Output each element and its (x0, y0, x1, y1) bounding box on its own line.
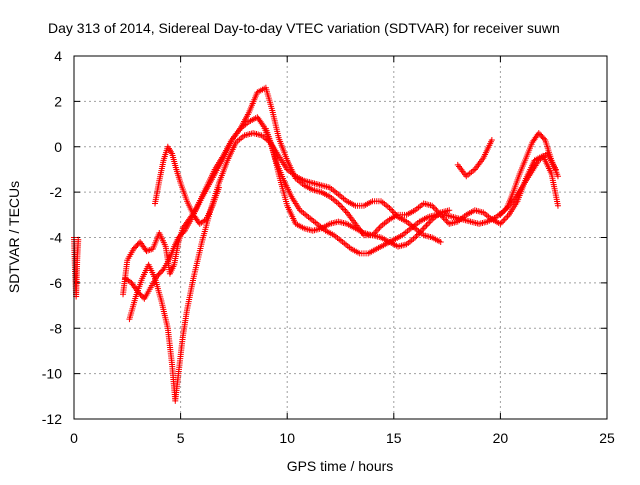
data-point (535, 130, 542, 137)
y-tick-label: -10 (42, 366, 62, 382)
chart-title: Day 313 of 2014, Sidereal Day-to-day VTE… (48, 20, 560, 36)
x-tick-label: 25 (599, 430, 615, 446)
data-point (138, 293, 145, 300)
x-axis-label: GPS time / hours (287, 458, 394, 474)
y-tick-label: -4 (50, 230, 63, 246)
data-series-trace-5 (152, 143, 222, 227)
data-point (424, 220, 431, 227)
plot-frame (73, 55, 608, 420)
x-tick-label: 10 (279, 430, 295, 446)
data-point (133, 243, 140, 250)
data-point (537, 131, 544, 138)
data-point (432, 205, 439, 212)
data-point (376, 224, 383, 231)
data-series-trace-7 (454, 136, 495, 180)
data-point (215, 184, 222, 191)
data-point (180, 229, 187, 236)
data-point (437, 239, 444, 246)
data-series-trace-6 (262, 125, 453, 250)
data-point (338, 203, 345, 210)
data-point (503, 214, 510, 221)
data-point (131, 244, 138, 251)
data-point (501, 216, 508, 223)
data-point (175, 234, 182, 241)
data-point (488, 136, 495, 143)
data-point (498, 210, 505, 217)
data-point (159, 267, 166, 274)
y-tick-label: -2 (50, 184, 63, 200)
data-point (75, 236, 82, 243)
data-point (540, 135, 547, 142)
data-point (176, 233, 183, 240)
data-point (155, 271, 162, 278)
data-point (156, 270, 163, 277)
data-point (554, 173, 561, 180)
data-series-trace-1 (71, 234, 82, 300)
data-series-trace-3 (122, 84, 561, 302)
data-point (502, 206, 509, 213)
data-point (178, 231, 185, 238)
data-point (501, 207, 508, 214)
y-tick-label: -6 (50, 275, 63, 291)
data-point (389, 208, 396, 215)
x-tick-label: 20 (493, 430, 509, 446)
data-point (179, 230, 186, 237)
data-point (157, 268, 164, 275)
y-tick-label: 4 (54, 48, 62, 64)
data-point (497, 211, 504, 218)
data-point (446, 207, 453, 214)
x-tick-label: 5 (177, 430, 185, 446)
data-point (375, 226, 382, 233)
y-tick-label: 0 (54, 139, 62, 155)
data-point (554, 202, 561, 209)
data-point (420, 225, 427, 232)
data-point (499, 209, 506, 216)
y-tick-label: 2 (54, 93, 62, 109)
data-point (539, 134, 546, 141)
tick-labels: 0 5 10 15 20 25 -12 -10 -8 -6 -4 -2 0 2 4 (42, 48, 615, 446)
data-series-trace-8 (497, 130, 561, 218)
data-point (444, 219, 451, 226)
data-point (427, 217, 434, 224)
data-point (341, 206, 348, 213)
data-point (130, 245, 137, 252)
data-point (423, 222, 430, 229)
data-layer (71, 84, 561, 404)
data-point (336, 201, 343, 208)
data-point (422, 223, 429, 230)
x-tick-label: 15 (386, 430, 402, 446)
data-point (339, 205, 346, 212)
data-point (498, 219, 505, 226)
y-tick-label: -12 (42, 411, 62, 427)
y-axis-label: SDTVAR / TECUs (6, 181, 22, 293)
data-point (146, 246, 153, 253)
y-tick-label: -8 (50, 320, 63, 336)
data-point (387, 206, 394, 213)
x-tick-label: 0 (70, 430, 78, 446)
data-point (426, 219, 433, 226)
data-point (538, 132, 545, 139)
data-point (342, 208, 349, 215)
